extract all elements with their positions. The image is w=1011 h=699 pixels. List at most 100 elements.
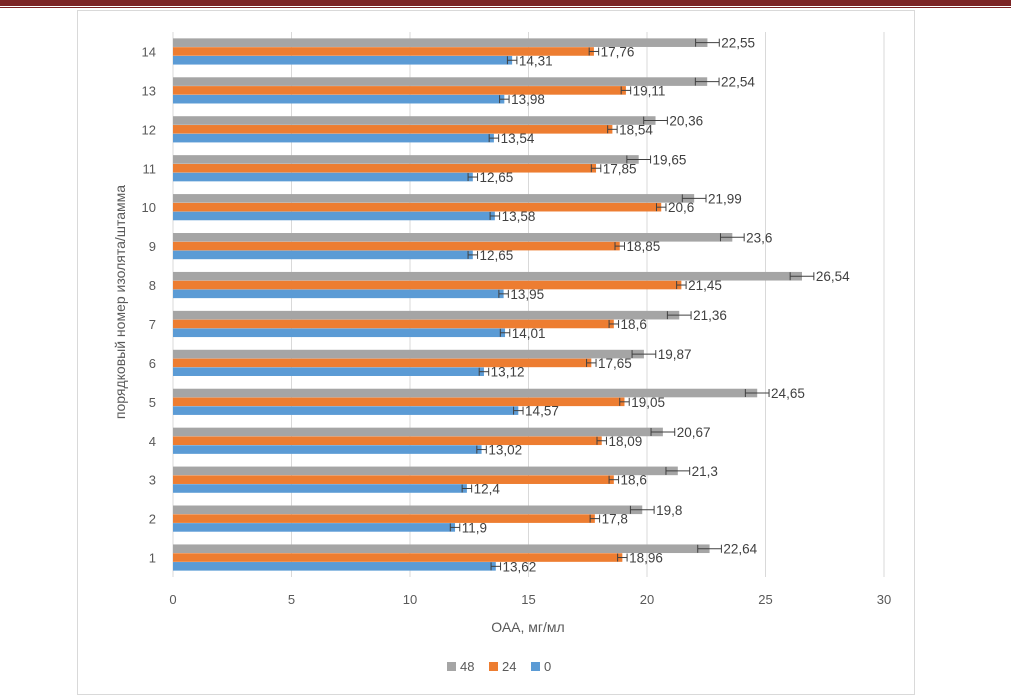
data-label-24-4: 18,09	[608, 434, 642, 449]
data-label-0-3: 12,4	[474, 481, 501, 496]
y-tick-8: 8	[149, 278, 156, 293]
data-label-24-13: 19,11	[633, 83, 666, 98]
bar-48-8	[173, 271, 802, 281]
gridlines	[172, 32, 885, 577]
bar-0-2	[173, 523, 456, 532]
data-label-24-9: 18,85	[626, 239, 660, 254]
bar-0-3	[173, 484, 467, 493]
legend: 48 24 0	[447, 659, 551, 674]
data-label-0-9: 12,65	[480, 248, 514, 263]
bar-48-14	[173, 38, 708, 47]
bar-48-6	[173, 349, 644, 359]
data-label-24-3: 18,6	[621, 473, 647, 488]
bar-0-4	[173, 445, 482, 454]
bar-0-13	[173, 94, 505, 104]
x-tick-30: 30	[877, 592, 891, 607]
y-tick-1: 1	[149, 551, 156, 566]
bar-0-7	[173, 328, 506, 338]
bar-0-9	[173, 250, 473, 260]
legend-label-0: 0	[544, 659, 551, 674]
y-tick-4: 4	[149, 434, 156, 449]
bar-0-6	[173, 367, 484, 376]
data-label-24-10: 20,6	[668, 200, 694, 215]
legend-swatch-48	[447, 662, 456, 671]
data-label-48-10: 21,99	[708, 191, 742, 206]
data-label-48-13: 22,54	[721, 75, 755, 90]
data-label-24-11: 17,85	[603, 161, 637, 176]
bar-24-1	[173, 553, 623, 562]
bar-48-4	[173, 427, 663, 437]
y-tick-2: 2	[149, 512, 156, 527]
bar-24-12	[173, 125, 613, 134]
data-label-24-6: 17,65	[598, 356, 632, 371]
x-axis-title: ОАА, мг/мл	[491, 619, 564, 635]
bar-24-2	[173, 514, 595, 523]
data-label-24-7: 18,6	[621, 317, 647, 332]
data-label-0-6: 13,12	[491, 365, 525, 380]
bar-24-3	[173, 475, 614, 484]
data-label-48-2: 19,8	[656, 503, 682, 518]
data-label-0-10: 13,58	[502, 209, 536, 224]
x-tick-15: 15	[521, 592, 535, 607]
data-label-48-8: 26,54	[816, 269, 850, 284]
bar-48-10	[173, 194, 695, 203]
data-label-48-6: 19,87	[658, 347, 692, 362]
bar-48-11	[173, 155, 639, 164]
x-tick-20: 20	[640, 592, 654, 607]
legend-label-24: 24	[502, 659, 516, 674]
bar-48-1	[173, 544, 710, 554]
data-label-0-11: 12,65	[480, 170, 514, 185]
bar-24-8	[173, 280, 682, 290]
y-tick-3: 3	[149, 473, 156, 488]
data-label-48-4: 20,67	[677, 425, 711, 440]
legend-label-48: 48	[460, 659, 474, 674]
data-label-48-1: 22,64	[723, 542, 757, 557]
data-label-0-12: 13,54	[501, 131, 535, 146]
bar-24-9	[173, 241, 620, 251]
data-label-0-14: 14,31	[519, 53, 553, 68]
legend-swatch-0	[531, 662, 540, 671]
y-tick-11: 11	[143, 161, 157, 176]
data-label-0-2: 11,9	[462, 520, 487, 535]
y-tick-13: 13	[142, 83, 156, 98]
y-tick-14: 14	[142, 44, 156, 59]
bar-48-5	[173, 388, 758, 398]
data-label-0-8: 13,95	[510, 287, 544, 302]
data-label-48-14: 22,55	[721, 36, 755, 51]
data-label-24-14: 17,76	[601, 44, 635, 59]
y-tick-9: 9	[149, 239, 156, 254]
bar-24-7	[173, 319, 614, 329]
bar-48-9	[173, 233, 733, 242]
y-tick-6: 6	[149, 356, 156, 371]
data-label-48-7: 21,36	[693, 308, 727, 323]
data-label-24-2: 17,8	[602, 512, 628, 527]
bar-24-14	[173, 47, 594, 56]
x-tick-5: 5	[288, 592, 295, 607]
bar-0-8	[173, 289, 504, 299]
data-label-48-12: 20,36	[669, 114, 703, 129]
bar-48-2	[173, 505, 643, 515]
bar-0-11	[173, 172, 473, 182]
y-tick-10: 10	[142, 200, 156, 215]
data-label-0-1: 13,62	[503, 559, 537, 574]
data-label-24-1: 18,96	[629, 551, 663, 566]
top-border-thin-line	[0, 7, 1011, 8]
data-label-24-8: 21,45	[688, 278, 722, 293]
error-bars	[449, 38, 815, 571]
bar-0-14	[173, 55, 513, 65]
bar-0-5	[173, 406, 519, 415]
bar-24-5	[173, 397, 625, 407]
y-tick-5: 5	[149, 395, 156, 410]
data-label-48-9: 23,6	[746, 230, 772, 245]
legend-swatch-24	[489, 662, 498, 671]
chart-frame	[77, 10, 915, 695]
bar-0-10	[173, 211, 495, 221]
bar-0-12	[173, 133, 494, 143]
bar-24-6	[173, 358, 592, 368]
bar-0-1	[173, 562, 496, 571]
y-tick-12: 12	[142, 122, 156, 137]
y-tick-7: 7	[149, 317, 156, 332]
data-label-24-5: 19,05	[631, 395, 665, 410]
